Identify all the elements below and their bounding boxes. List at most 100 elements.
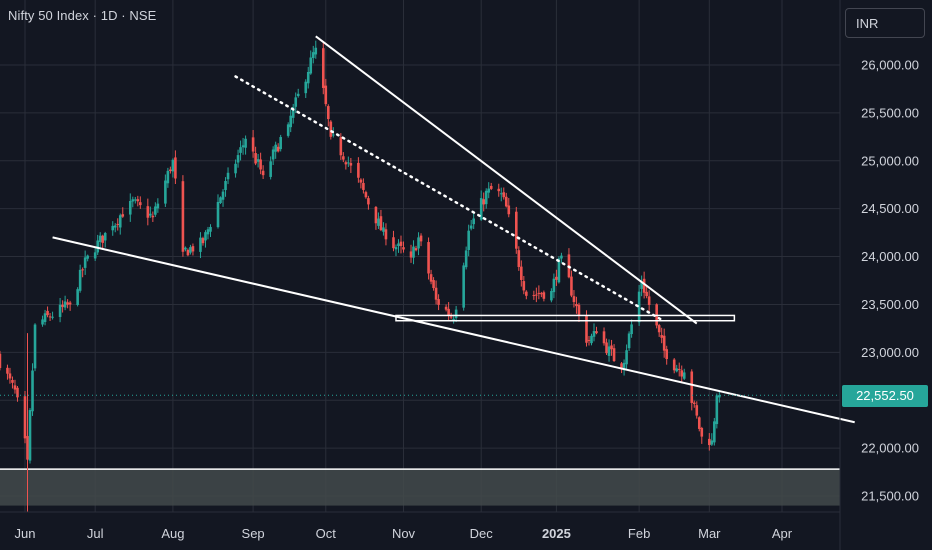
x-tick-label: Oct (316, 526, 337, 541)
candle-body (329, 121, 333, 137)
candle-body (645, 291, 648, 297)
candle-body (402, 247, 405, 250)
candle-body (514, 211, 518, 249)
candle-body (259, 159, 262, 170)
candle-body (201, 238, 205, 244)
candle-body (234, 163, 237, 174)
candle-body (532, 295, 536, 297)
candle-body (118, 215, 122, 228)
candle-body (256, 159, 260, 162)
candle-body (324, 85, 328, 105)
candle-body (550, 291, 553, 301)
range-rectangle (395, 314, 736, 322)
candle-body (244, 138, 247, 148)
candle-body (535, 294, 538, 296)
candle-body (311, 52, 315, 59)
candle-body (637, 291, 641, 323)
candle-body (595, 331, 598, 334)
x-tick-label: Jul (87, 526, 104, 541)
candle-body (98, 235, 102, 243)
y-tick-label: 23,000.00 (861, 345, 919, 360)
x-tick-label: Nov (392, 526, 416, 541)
candle-body (43, 313, 47, 322)
candle-body (700, 428, 704, 437)
candle-body (206, 229, 210, 235)
candle-body (522, 281, 526, 291)
candle-body (487, 188, 491, 193)
candle-body (101, 235, 105, 243)
candle-body (304, 81, 308, 94)
candle-body (48, 316, 52, 318)
candle-body (607, 346, 611, 356)
candle-body (399, 241, 403, 246)
candle-body (434, 287, 438, 300)
x-tick-label: Dec (470, 526, 494, 541)
candle-body (627, 333, 631, 349)
trendline (315, 35, 698, 325)
candle-body (630, 324, 633, 335)
candle-body (507, 205, 511, 215)
currency-button[interactable]: INR (845, 8, 925, 38)
candle-body (149, 213, 152, 216)
candle-body (620, 363, 623, 369)
candle-body (189, 247, 192, 253)
y-tick-label: 21,500.00 (861, 489, 919, 504)
candle-body (432, 280, 435, 289)
candle-body (216, 201, 220, 228)
candle-body (397, 243, 400, 247)
candle-body (665, 349, 668, 360)
candle-body (6, 367, 9, 374)
candle-body (382, 227, 385, 232)
candle-body (11, 379, 14, 383)
candle-body (321, 48, 325, 88)
candle-body (33, 324, 37, 369)
candle-body (697, 417, 701, 429)
y-tick-label: 24,500.00 (861, 201, 919, 216)
candle-body (672, 359, 676, 371)
candle-body (226, 172, 230, 180)
candle-body (111, 225, 115, 231)
candle-body (713, 421, 716, 443)
y-tick-label: 26,000.00 (861, 58, 919, 73)
candle-body (640, 281, 643, 289)
candle-body (690, 371, 694, 403)
candle-body (660, 335, 663, 338)
candle-body (592, 331, 596, 337)
candle-body (542, 292, 546, 299)
trend-drawings[interactable] (0, 35, 855, 424)
candle-body (622, 362, 626, 371)
candle-body (575, 303, 578, 307)
candle-body (437, 299, 440, 305)
candle-body (113, 225, 117, 228)
candle-body (429, 274, 433, 282)
candle-body (8, 373, 12, 379)
candle-body (610, 345, 613, 350)
candle-body (454, 309, 458, 319)
candle-body (504, 196, 508, 207)
candle-body (449, 316, 453, 318)
candle-body (314, 47, 318, 55)
candle-body (587, 339, 591, 341)
candle-body (332, 134, 335, 136)
y-tick-label: 25,500.00 (861, 105, 919, 120)
candle-body (236, 155, 240, 163)
candle-body (224, 181, 227, 191)
candle-body (414, 248, 418, 251)
candle-body (96, 240, 99, 253)
candle-body (367, 198, 370, 205)
candle-body (131, 199, 135, 202)
candle-body (76, 289, 79, 305)
candle-body (605, 342, 608, 354)
candle-body (364, 192, 368, 198)
candle-body (166, 170, 170, 184)
candle-body (174, 157, 177, 179)
candle-body (0, 353, 2, 369)
candle-body (139, 202, 142, 206)
x-tick-label: Feb (628, 526, 650, 541)
candle-body (181, 181, 185, 252)
candle-body (557, 258, 561, 283)
candle-body (412, 246, 415, 258)
candle-body (169, 169, 172, 171)
